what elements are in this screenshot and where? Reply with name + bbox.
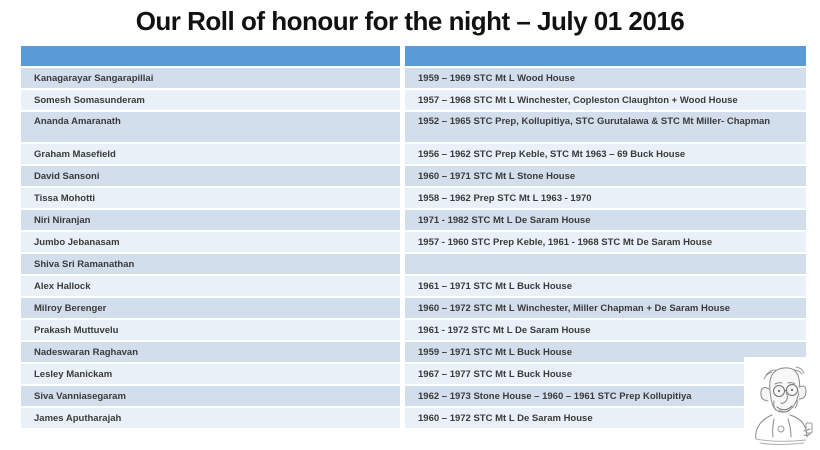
name-cell: Milroy Berenger <box>21 298 405 318</box>
table-row: Niri Niranjan 1971 - 1982 STC Mt L De Sa… <box>21 210 806 232</box>
table-row: Kanagarayar Sangarapillai 1959 – 1969 ST… <box>21 68 806 90</box>
name-cell: Somesh Somasunderam <box>21 90 405 110</box>
table-row: Graham Masefield 1956 – 1962 STC Prep Ke… <box>21 144 806 166</box>
table-row: Tissa Mohotti 1958 – 1962 Prep STC Mt L … <box>21 188 806 210</box>
name-cell: Lesley Manickam <box>21 364 405 384</box>
header-cell-names <box>21 46 405 66</box>
detail-cell: 1958 – 1962 Prep STC Mt L 1963 - 1970 <box>405 188 806 208</box>
name-cell: Alex Hallock <box>21 276 405 296</box>
table-row: Siva Vanniasegaram 1962 – 1973 Stone Hou… <box>21 386 806 408</box>
table-row: Milroy Berenger 1960 – 1972 STC Mt L Win… <box>21 298 806 320</box>
table-row: David Sansoni 1960 – 1971 STC Mt L Stone… <box>21 166 806 188</box>
detail-cell: 1952 – 1965 STC Prep, Kollupitiya, STC G… <box>405 112 806 142</box>
name-cell: Siva Vanniasegaram <box>21 386 405 406</box>
name-cell: James Aputharajah <box>21 408 405 428</box>
name-cell: Jumbo Jebanasam <box>21 232 405 252</box>
name-cell: Kanagarayar Sangarapillai <box>21 68 405 88</box>
table-row: Jumbo Jebanasam 1957 - 1960 STC Prep Keb… <box>21 232 806 254</box>
name-cell: Niri Niranjan <box>21 210 405 230</box>
detail-cell: 1961 – 1971 STC Mt L Buck House <box>405 276 806 296</box>
detail-cell: 1956 – 1962 STC Prep Keble, STC Mt 1963 … <box>405 144 806 164</box>
detail-cell: 1971 - 1982 STC Mt L De Saram House <box>405 210 806 230</box>
table-row: Ananda Amaranath 1952 – 1965 STC Prep, K… <box>21 112 806 144</box>
name-cell: David Sansoni <box>21 166 405 186</box>
table-row: Somesh Somasunderam 1957 – 1968 STC Mt L… <box>21 90 806 112</box>
name-cell: Tissa Mohotti <box>21 188 405 208</box>
detail-cell: 1959 – 1971 STC Mt L Buck House <box>405 342 806 362</box>
detail-cell: 1962 – 1973 Stone House – 1960 – 1961 ST… <box>405 386 806 406</box>
table-body: Kanagarayar Sangarapillai 1959 – 1969 ST… <box>21 68 806 430</box>
table-row: Nadeswaran Raghavan 1959 – 1971 STC Mt L… <box>21 342 806 364</box>
detail-cell: 1967 – 1977 STC Mt L Buck House <box>405 364 806 384</box>
table-row: James Aputharajah 1960 – 1972 STC Mt L D… <box>21 408 806 430</box>
honour-table: Kanagarayar Sangarapillai 1959 – 1969 ST… <box>21 46 806 430</box>
detail-cell: 1960 – 1971 STC Mt L Stone House <box>405 166 806 186</box>
table-row: Prakash Muttuvelu 1961 - 1972 STC Mt L D… <box>21 320 806 342</box>
name-cell: Prakash Muttuvelu <box>21 320 405 340</box>
detail-cell: 1957 – 1968 STC Mt L Winchester, Coplest… <box>405 90 806 110</box>
table-row: Alex Hallock 1961 – 1971 STC Mt L Buck H… <box>21 276 806 298</box>
page-title: Our Roll of honour for the night – July … <box>135 6 685 36</box>
detail-cell: 1959 – 1969 STC Mt L Wood House <box>405 68 806 88</box>
name-cell: Shiva Sri Ramanathan <box>21 254 405 274</box>
header-cell-years <box>405 46 806 66</box>
table-row: Shiva Sri Ramanathan <box>21 254 806 276</box>
table-row: Lesley Manickam 1967 – 1977 STC Mt L Buc… <box>21 364 806 386</box>
name-cell: Ananda Amaranath <box>21 112 405 142</box>
detail-cell <box>405 254 806 274</box>
detail-cell: 1957 - 1960 STC Prep Keble, 1961 - 1968 … <box>405 232 806 252</box>
detail-cell: 1960 – 1972 STC Mt L Winchester, Miller … <box>405 298 806 318</box>
detail-cell: 1961 - 1972 STC Mt L De Saram House <box>405 320 806 340</box>
table-header-row <box>21 46 806 68</box>
name-cell: Nadeswaran Raghavan <box>21 342 405 362</box>
gandhi-caricature-sketch <box>744 357 818 445</box>
detail-cell: 1960 – 1972 STC Mt L De Saram House <box>405 408 806 428</box>
name-cell: Graham Masefield <box>21 144 405 164</box>
